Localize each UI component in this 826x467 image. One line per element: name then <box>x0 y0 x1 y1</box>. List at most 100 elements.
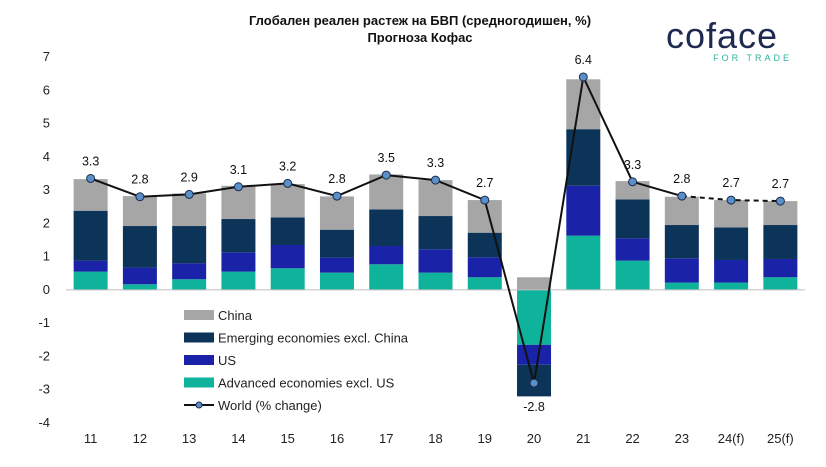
bar-advanced-economies-excl-us <box>714 282 749 290</box>
bar-us <box>664 258 699 283</box>
world-data-label: 6.4 <box>575 53 592 67</box>
x-axis: 11 12 13 14 15 16 17 18 19 20 21 22 23 24(f) 25(f) <box>84 431 794 446</box>
y-axis: -4 -3 -2 -1 0 1 2 3 4 5 6 7 <box>38 49 50 430</box>
bar-china <box>517 277 552 290</box>
bar-advanced-economies-excl-us <box>566 235 601 290</box>
world-data-label: 2.9 <box>180 170 197 184</box>
coface-logo: coface FOR TRADE <box>666 15 792 63</box>
x-tick-label: 21 <box>576 431 590 446</box>
bar-emerging-economies-excl-china <box>221 219 256 253</box>
world-data-label: 2.7 <box>476 176 493 190</box>
world-point <box>381 170 391 180</box>
chart-titles: Глобален реален растеж на БВП (средногод… <box>249 13 591 45</box>
world-data-label: 2.7 <box>722 176 739 190</box>
x-tick-label: 25(f) <box>767 431 794 446</box>
y-tick-label: 6 <box>43 82 50 97</box>
bar-emerging-economies-excl-china <box>664 225 699 259</box>
bar-emerging-economies-excl-china <box>122 226 157 268</box>
y-tick-label: -2 <box>38 348 50 363</box>
bar-us <box>763 258 798 278</box>
y-tick-label: 4 <box>43 149 50 164</box>
legend-swatch <box>184 377 214 388</box>
bar-advanced-economies-excl-us <box>369 264 404 290</box>
world-point <box>578 72 588 82</box>
bar-us <box>517 344 552 365</box>
chart-subtitle: Прогноза Кофас <box>367 30 472 45</box>
legend: China Emerging economies excl. China US Adv… <box>184 308 409 413</box>
world-data-label: 3.3 <box>624 158 641 172</box>
bar-advanced-economies-excl-us <box>270 268 305 290</box>
world-point <box>135 192 145 202</box>
world-point <box>726 195 736 205</box>
y-tick-label: 2 <box>43 215 50 230</box>
y-tick-label: -4 <box>38 415 50 430</box>
world-data-label: 2.8 <box>673 172 690 186</box>
world-point <box>431 175 440 185</box>
bar-advanced-economies-excl-us <box>664 282 699 290</box>
bar-china <box>714 200 749 228</box>
bar-emerging-economies-excl-china <box>714 227 749 260</box>
world-point <box>283 178 293 188</box>
world-data-label: 3.3 <box>82 154 99 168</box>
bar-emerging-economies-excl-china <box>319 229 354 258</box>
y-tick-label: 0 <box>43 282 50 297</box>
world-point <box>529 378 539 388</box>
x-tick-label: 15 <box>280 431 294 446</box>
bar-china <box>615 181 650 200</box>
legend-label: Advanced economies excl. US <box>218 376 395 391</box>
world-data-label: 3.5 <box>378 151 395 165</box>
x-tick-label: 23 <box>675 431 689 446</box>
bar-us <box>319 257 354 273</box>
bar-us <box>418 249 453 273</box>
bar-us <box>467 257 502 278</box>
logo-tagline: FOR TRADE <box>713 53 792 63</box>
y-tick-label: 5 <box>43 116 50 131</box>
legend-swatch <box>184 355 214 365</box>
world-point <box>332 191 342 201</box>
x-tick-label: 11 <box>84 431 98 446</box>
logo-brand: coface <box>666 15 778 56</box>
world-data-label: 3.3 <box>427 156 444 170</box>
bar-series <box>73 79 798 397</box>
y-tick-label: 7 <box>43 49 50 64</box>
bar-china <box>664 196 699 226</box>
world-data-label: 2.7 <box>772 177 789 191</box>
bar-us <box>122 267 157 285</box>
x-tick-label: 22 <box>625 431 639 446</box>
bar-us <box>369 245 404 265</box>
bar-us <box>714 259 749 283</box>
bar-us <box>615 238 650 261</box>
bar-emerging-economies-excl-china <box>566 129 601 186</box>
bar-emerging-economies-excl-china <box>615 199 650 239</box>
bar-emerging-economies-excl-china <box>270 217 305 245</box>
bar-advanced-economies-excl-us <box>763 277 798 290</box>
bar-advanced-economies-excl-us <box>73 271 108 290</box>
bar-china <box>467 200 502 233</box>
x-tick-label: 18 <box>428 431 442 446</box>
legend-label: Emerging economies excl. China <box>218 331 409 346</box>
bar-advanced-economies-excl-us <box>319 272 354 290</box>
bar-emerging-economies-excl-china <box>418 216 453 250</box>
world-data-label: 3.2 <box>279 159 296 173</box>
bar-advanced-economies-excl-us <box>122 284 157 290</box>
bar-us <box>73 260 108 272</box>
legend-swatch <box>184 332 214 343</box>
x-tick-label: 19 <box>478 431 492 446</box>
x-tick-label: 13 <box>182 431 196 446</box>
x-tick-label: 17 <box>379 431 393 446</box>
bar-us <box>221 252 256 272</box>
y-tick-label: -3 <box>38 382 50 397</box>
bar-china <box>418 180 453 217</box>
bar-emerging-economies-excl-china <box>73 210 108 261</box>
y-tick-label: -1 <box>38 315 50 330</box>
chart-title: Глобален реален растеж на БВП (средногод… <box>249 13 591 28</box>
world-point <box>628 177 638 187</box>
world-data-label: 2.8 <box>131 173 148 187</box>
bar-china <box>270 184 305 218</box>
world-data-label: 2.8 <box>328 172 345 186</box>
bar-emerging-economies-excl-china <box>763 225 798 259</box>
legend-line-marker <box>195 401 203 409</box>
bar-us <box>566 185 601 236</box>
world-point <box>480 195 490 205</box>
x-tick-label: 16 <box>330 431 344 446</box>
